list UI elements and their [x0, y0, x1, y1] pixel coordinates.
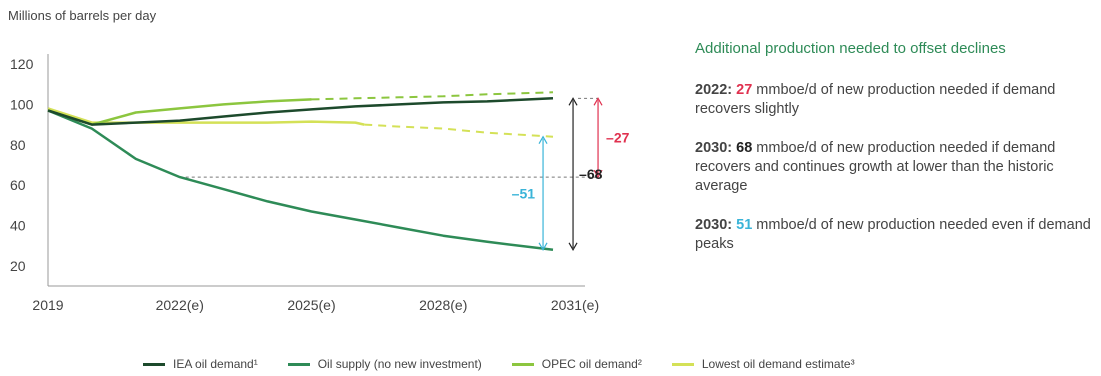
legend-item-opec: OPEC oil demand² — [511, 357, 642, 371]
note-number: 51 — [736, 217, 753, 233]
y-tick-label: 80 — [10, 137, 26, 153]
legend-swatch — [287, 362, 310, 366]
annotation-label: –27 — [606, 130, 630, 146]
legend-swatch — [511, 362, 534, 366]
y-tick-label: 20 — [10, 258, 26, 274]
legend-item-iea: IEA oil demand¹ — [143, 357, 258, 371]
y-tick-label: 100 — [10, 96, 34, 112]
legend-item-lowest: Lowest oil demand estimate³ — [671, 357, 855, 371]
series-line-dashed-3 — [364, 123, 554, 138]
note-2030-peak: 2030: 51 mmboe/d of new production neede… — [695, 216, 1095, 254]
legend-item-supply: Oil supply (no new investment) — [287, 357, 482, 371]
x-tick-label: 2028(e) — [419, 297, 467, 313]
series-line-0 — [47, 97, 554, 126]
note-text: mmboe/d of new production needed if dema… — [695, 140, 1056, 194]
x-tick-label: 2025(e) — [287, 297, 335, 313]
line-chart: Millions of barrels per day 120 100 80 60 40 2… — [8, 8, 630, 313]
legend-label: OPEC oil demand² — [541, 357, 642, 371]
annotation-arrowhead-bottom — [593, 169, 603, 179]
note-2022: 2022: 27 mmboe/d of new production neede… — [695, 81, 1095, 119]
annotation-label: –68 — [579, 166, 603, 182]
note-text: mmboe/d of new production needed even if… — [695, 217, 1091, 252]
y-tick-label: 60 — [10, 177, 26, 193]
note-text: mmboe/d of new production needed if dema… — [695, 82, 1056, 117]
note-number: 27 — [736, 82, 753, 98]
side-panel: Additional production needed to offset d… — [695, 40, 1095, 274]
note-year: 2022: — [695, 82, 733, 98]
annotation-arrowhead-top — [538, 135, 548, 145]
note-number: 68 — [736, 140, 753, 156]
note-year: 2030: — [695, 217, 733, 233]
annotation-label: –51 — [512, 185, 536, 201]
legend-swatch — [143, 362, 165, 366]
series-line-dashed-2 — [311, 91, 554, 101]
y-tick-label: 120 — [10, 56, 34, 72]
note-2030-growth: 2030: 68 mmboe/d of new production neede… — [695, 139, 1095, 196]
series-line-1 — [47, 109, 554, 252]
side-title: Additional production needed to offset d… — [695, 40, 1006, 57]
annotation-arrowhead-top — [568, 97, 578, 106]
legend-label: Oil supply (no new investment) — [317, 357, 482, 371]
x-tick-label: 2022(e) — [156, 297, 204, 313]
annotation-arrowhead-top — [593, 97, 603, 106]
y-tick-label: 40 — [10, 218, 26, 234]
chart-legend: IEA oil demand¹ Oil supply (no new inves… — [143, 357, 885, 371]
annotation-arrowhead-bottom — [538, 242, 548, 252]
series-line-3 — [47, 107, 365, 126]
x-tick-label: 2019 — [32, 297, 63, 313]
note-year: 2030: — [695, 140, 733, 156]
legend-swatch — [671, 362, 694, 366]
y-axis-title: Millions of barrels per day — [8, 8, 157, 23]
legend-label: Lowest oil demand estimate³ — [701, 357, 855, 371]
annotation-arrowhead-bottom — [568, 242, 578, 252]
legend-label: IEA oil demand¹ — [173, 357, 258, 371]
x-tick-label: 2031(e) — [551, 297, 599, 313]
